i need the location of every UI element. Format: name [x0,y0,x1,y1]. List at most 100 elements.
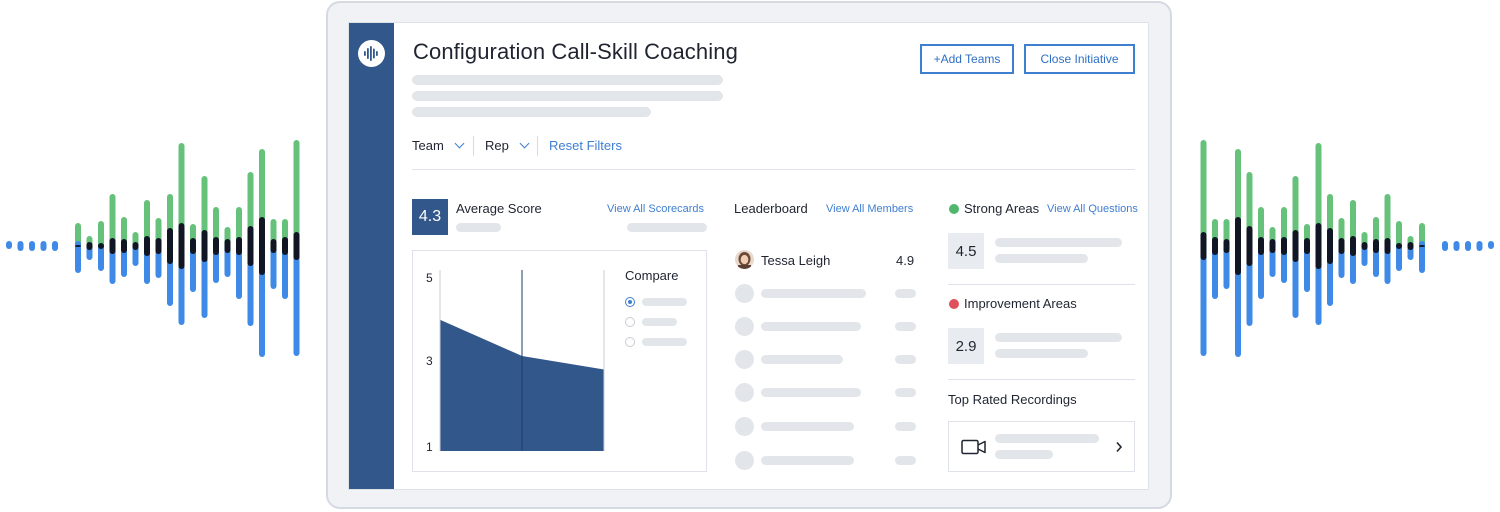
member-name-placeholder [761,355,843,364]
recording-title-placeholder [995,434,1099,443]
sidebar [349,23,394,489]
wave-bar [201,230,208,262]
close-initiative-button[interactable]: Close Initiative [1024,44,1135,74]
wave-bar [247,260,254,326]
wave-bar [1235,269,1241,357]
compare-radio[interactable] [625,317,635,327]
wave-bar [86,242,93,250]
wave-bar [1327,258,1333,306]
team-filter-label: Team [412,138,444,153]
wave-bar [213,237,219,255]
average-score-sub-placeholder [456,223,501,232]
leaderboard-title: Leaderboard [734,201,808,216]
wave-bar [1315,263,1322,325]
wave-bar [1442,241,1448,251]
add-teams-button[interactable]: +Add Teams [920,44,1014,74]
wave-bar [1246,226,1253,266]
compare-radio[interactable] [625,297,635,307]
wave-bar [167,258,173,306]
wave-bar [1281,249,1287,283]
wave-bar [109,248,116,284]
logo-waveform-icon[interactable] [358,40,385,67]
view-all-questions-link[interactable]: View All Questions [1047,203,1138,215]
wave-bar [1361,242,1368,250]
wave-bar [259,149,265,223]
top-rated-recordings-title: Top Rated Recordings [948,392,1077,407]
wave-bar [1258,249,1264,299]
wave-bar [1407,242,1414,250]
video-camera-icon [961,439,986,455]
rep-filter[interactable]: Rep [485,138,530,153]
wave-bar [155,248,162,278]
wave-bar [1292,230,1299,262]
wave-bar [1373,217,1379,245]
wave-bar [75,241,81,273]
wave-bar [1384,238,1391,254]
waveform-right-decoration [1200,140,1494,357]
member-name-placeholder [761,388,861,397]
wave-bar [1223,219,1230,245]
wave-bar [190,248,196,292]
team-filter[interactable]: Team [412,138,465,153]
member-score-placeholder [895,322,916,331]
average-score-label: Average Score [456,201,542,216]
wave-bar [270,219,277,245]
wave-bar [144,250,150,284]
strong-areas-score: 4.5 [948,233,984,269]
wave-bar [1373,247,1379,277]
wave-bar [75,245,81,247]
member-avatar-placeholder [735,317,754,336]
wave-bar [144,200,150,242]
wave-bar [1200,140,1207,238]
wave-bar [121,239,127,253]
wave-bar [1212,249,1218,299]
member-score-placeholder [895,422,916,431]
wave-bar [1419,245,1425,247]
wave-bar [1304,248,1310,292]
member-score-placeholder [895,289,916,298]
recording-sub-placeholder [995,450,1053,459]
wave-bar [1200,254,1207,356]
strong-areas-dot [949,204,959,214]
wave-bar [6,241,12,249]
wave-bar [293,140,300,238]
reset-filters-link[interactable]: Reset Filters [549,138,622,153]
section-divider [948,284,1135,285]
wave-bar [1476,241,1483,251]
wave-bar [1419,241,1425,273]
member-name-placeholder [761,289,866,298]
wave-bar [247,226,254,266]
chevron-down-icon [454,138,465,149]
chevron-right-icon[interactable] [1115,441,1123,453]
wave-bar [293,254,300,356]
wave-bar [29,241,35,251]
wave-bar [1269,247,1276,277]
wave-bar [178,143,185,229]
improvement-areas-title: Improvement Areas [964,296,1077,311]
wave-bar [1315,223,1322,269]
wave-bar [1292,256,1299,318]
member-score-placeholder [895,355,916,364]
member-score-placeholder [895,456,916,465]
view-all-members-link[interactable]: View All Members [826,203,914,215]
wave-bar [1338,218,1345,244]
recording-item[interactable] [948,421,1135,472]
member-avatar-placeholder [735,350,754,369]
view-all-scorecards-link[interactable]: View All Scorecards [607,203,705,215]
compare-radio[interactable] [625,337,635,347]
filter-divider [473,136,474,156]
wave-bar [1212,219,1218,243]
wave-bar [1281,237,1287,255]
description-placeholder [412,91,723,101]
description-placeholder [412,75,723,85]
wave-bar [259,269,265,357]
waveform-left-decoration [6,140,300,357]
strong-area-placeholder [995,238,1122,247]
header-divider [412,169,1135,170]
compare-label: Compare [625,268,679,283]
wave-bar [1304,238,1310,254]
wave-bar [1453,241,1460,251]
member-avatar-placeholder [735,284,754,303]
wave-bar [1200,232,1207,260]
improvement-area-placeholder [995,349,1088,358]
